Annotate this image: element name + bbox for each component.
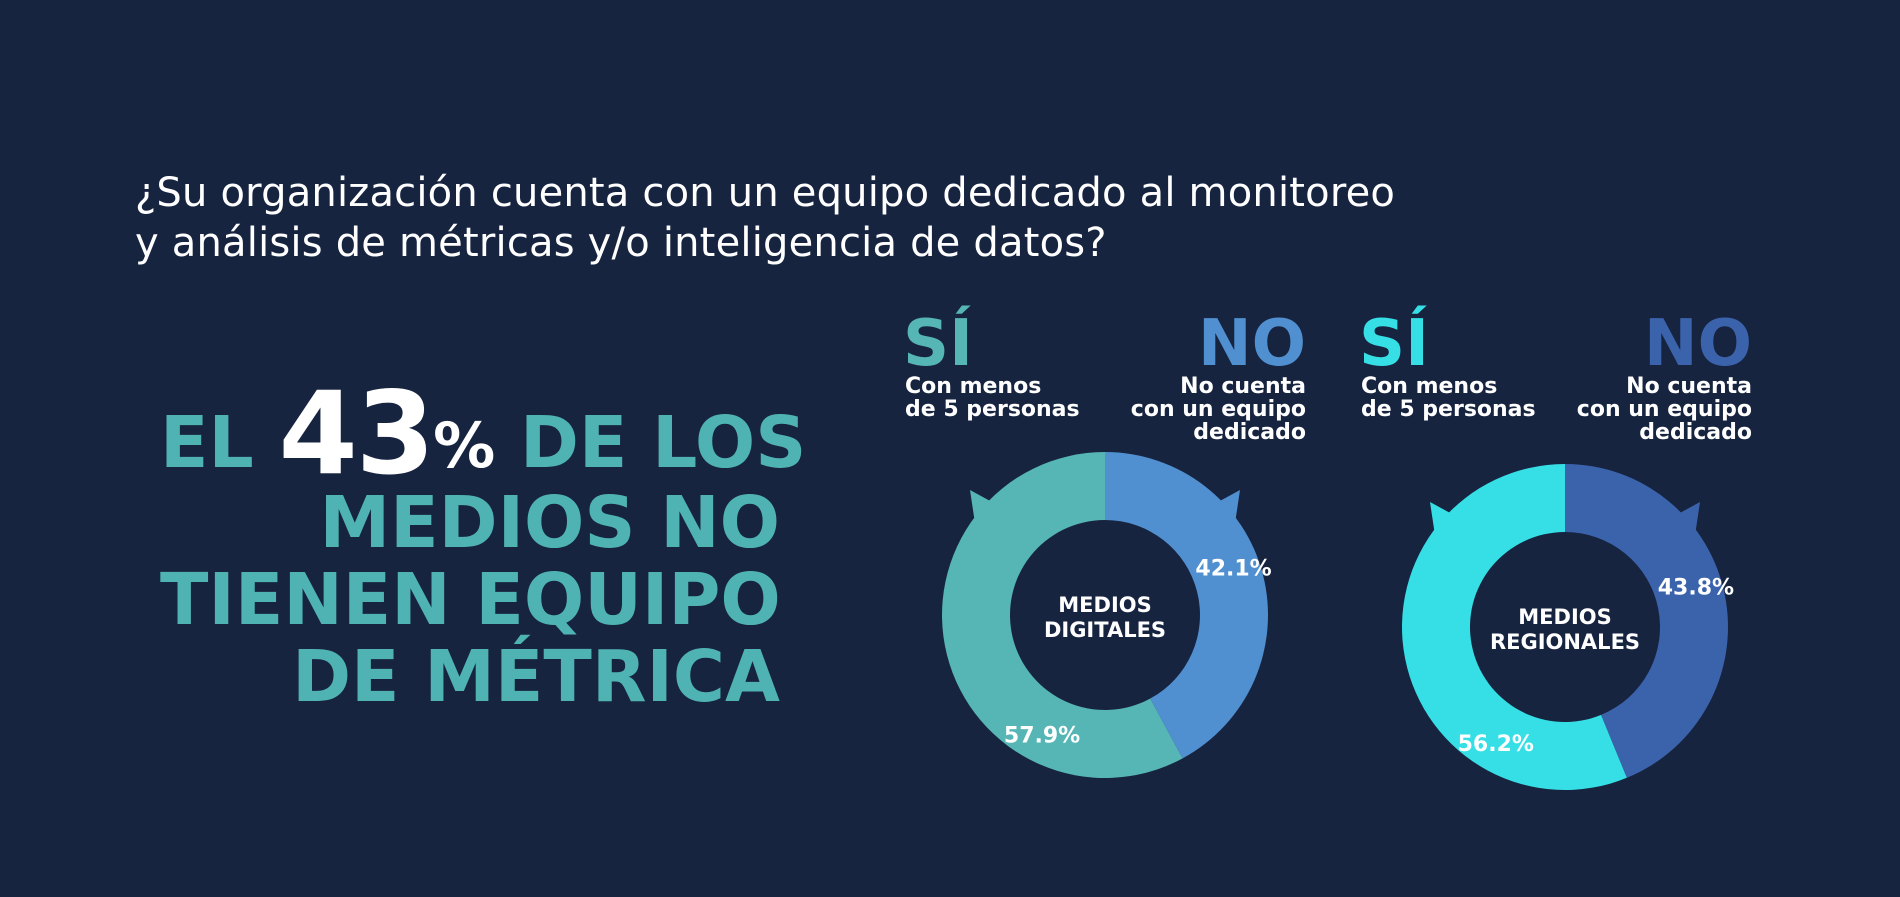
regional-center-line-1: MEDIOS bbox=[1518, 605, 1611, 629]
digital-center-line-1: MEDIOS bbox=[1058, 593, 1151, 617]
headline-line-4: DE MÉTRICA bbox=[292, 635, 780, 718]
headline-line-3: TIENEN EQUIPO bbox=[160, 558, 781, 641]
headline-line-1: EL 43% DE LOS bbox=[160, 377, 806, 491]
regional-pointer-si bbox=[1430, 502, 1474, 542]
digital-center-line-2: DIGITALES bbox=[1044, 618, 1166, 642]
regional-slice-si bbox=[1402, 464, 1627, 790]
survey-question: ¿Su organización cuenta con un equipo de… bbox=[135, 168, 1435, 268]
headline-pre: EL bbox=[160, 401, 254, 484]
digital-slice-si bbox=[941, 452, 1183, 778]
digital-label-si: 57.9% bbox=[1004, 723, 1080, 748]
digital-pointer-si bbox=[970, 490, 1014, 530]
headline-number: 43 bbox=[278, 367, 435, 500]
headline-statement: EL 43% DE LOS MEDIOS NO TIENEN EQUIPO DE… bbox=[160, 377, 806, 718]
survey-question-line-1: ¿Su organización cuenta con un equipo de… bbox=[135, 170, 1396, 216]
digital-no-title: NO bbox=[1198, 307, 1306, 381]
regional-pointer-no bbox=[1656, 502, 1700, 542]
regional-no-title: NO bbox=[1644, 307, 1752, 381]
headline-percent: % bbox=[433, 409, 496, 482]
regional-center-line-2: REGIONALES bbox=[1490, 630, 1640, 654]
digital-yes-title: SÍ bbox=[903, 307, 973, 381]
regional-yes-desc: Con menos de 5 personas bbox=[1361, 374, 1536, 422]
digital-yes-desc: Con menos de 5 personas bbox=[905, 374, 1080, 422]
headline-line-2: MEDIOS NO bbox=[319, 481, 781, 564]
digital-slice-no bbox=[1105, 452, 1268, 759]
digital-pointer-no bbox=[1196, 490, 1240, 530]
digital-no-desc: No cuenta con un equipo dedicado bbox=[1130, 374, 1306, 445]
regional-label-no: 43.8% bbox=[1658, 576, 1734, 601]
headline-post: DE LOS bbox=[519, 401, 807, 484]
regional-slice-no bbox=[1565, 464, 1728, 778]
survey-question-line-2: y análisis de métricas y/o inteligencia … bbox=[135, 220, 1107, 266]
digital-label-no: 42.1% bbox=[1195, 557, 1271, 582]
regional-label-si: 56.2% bbox=[1458, 732, 1534, 757]
regional-no-desc: No cuenta con un equipo dedicado bbox=[1576, 374, 1752, 445]
regional-yes-title: SÍ bbox=[1359, 307, 1429, 381]
